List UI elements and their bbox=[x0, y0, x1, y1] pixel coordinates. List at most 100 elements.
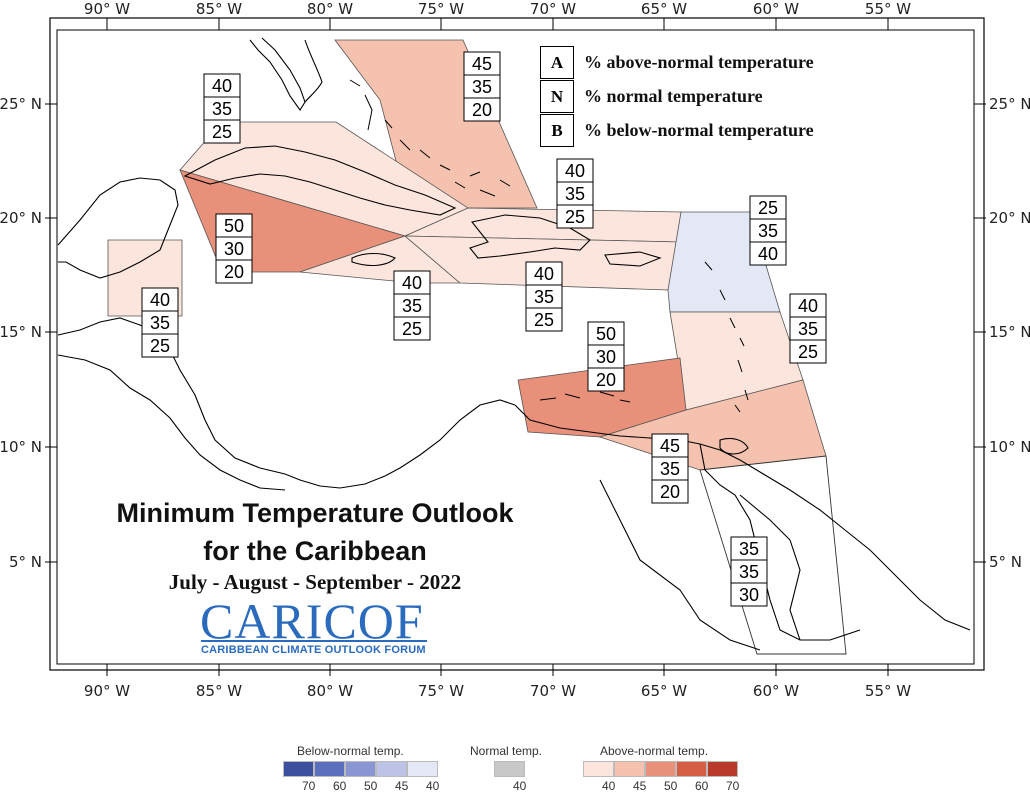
prob-value: 30 bbox=[596, 347, 616, 367]
prob-value: 35 bbox=[660, 459, 680, 479]
prob-cell bbox=[730, 582, 768, 607]
lon-label: 55° W bbox=[865, 682, 911, 700]
lat-label: 5° N bbox=[9, 553, 42, 571]
lat-label: 10° N bbox=[0, 438, 42, 456]
prob-cell bbox=[556, 204, 594, 229]
legend-normal-value: 40 bbox=[513, 779, 527, 793]
lat-label: 20° N bbox=[0, 209, 42, 227]
prob-box-leeward-islands: 25 35 40 bbox=[749, 195, 787, 266]
caricof-logo: CARICOF bbox=[200, 593, 424, 649]
prob-value: 35 bbox=[798, 319, 818, 339]
lat-labels-right: 25° N 20° N 15° N 10° N 5° N bbox=[989, 95, 1030, 571]
prob-box-cayman-jamaica-sea: 50 30 20 bbox=[215, 213, 253, 284]
prob-value: 35 bbox=[402, 296, 422, 316]
lon-label: 65° W bbox=[641, 0, 687, 18]
prob-box-jamaica: 40 35 25 bbox=[393, 270, 431, 341]
prob-value: 25 bbox=[150, 336, 170, 356]
lon-label: 75° W bbox=[418, 0, 464, 18]
prob-cell bbox=[215, 259, 253, 284]
lon-label: 55° W bbox=[865, 0, 911, 18]
lat-label: 5° N bbox=[989, 553, 1022, 571]
prob-value: 25 bbox=[798, 342, 818, 362]
legend-above-value: 45 bbox=[633, 779, 647, 793]
key-letter-n: N bbox=[540, 80, 574, 113]
lon-label: 60° W bbox=[753, 0, 799, 18]
lon-label: 65° W bbox=[641, 682, 687, 700]
prob-value: 25 bbox=[402, 319, 422, 339]
legend-normal-swatch bbox=[494, 761, 525, 777]
lat-label: 10° N bbox=[989, 438, 1030, 456]
map-title-line2: for the Caribbean bbox=[203, 536, 427, 566]
prob-value: 50 bbox=[224, 216, 244, 236]
lon-label: 70° W bbox=[530, 0, 576, 18]
key-row-normal: N % normal temperature bbox=[540, 80, 763, 113]
prob-cell bbox=[749, 241, 787, 266]
prob-box-guianas: 35 35 30 bbox=[730, 536, 768, 607]
key-text-below: % below-normal temperature bbox=[584, 120, 814, 140]
lon-label: 80° W bbox=[307, 682, 353, 700]
legend-below-title: Below-normal temp. bbox=[297, 744, 404, 758]
prob-box-windward-islands: 40 35 25 bbox=[789, 293, 827, 364]
lon-label: 90° W bbox=[84, 682, 130, 700]
prob-value: 35 bbox=[150, 313, 170, 333]
prob-value: 40 bbox=[534, 264, 554, 284]
legend-below-swatch bbox=[314, 761, 345, 777]
axis-ticks bbox=[45, 18, 986, 676]
key-row-above: A % above-normal temperature bbox=[540, 46, 814, 79]
lon-labels-bottom: 90° W 85° W 80° W 75° W 70° W 65° W 60° … bbox=[84, 682, 911, 700]
prob-cell bbox=[651, 479, 689, 504]
prob-value: 35 bbox=[534, 287, 554, 307]
prob-value: 20 bbox=[596, 370, 616, 390]
key-text-above: % above-normal temperature bbox=[584, 52, 814, 72]
lat-label: 25° N bbox=[989, 95, 1030, 113]
prob-cell bbox=[525, 307, 563, 332]
prob-value: 25 bbox=[565, 207, 585, 227]
legend-normal-title: Normal temp. bbox=[470, 744, 543, 758]
prob-value: 30 bbox=[224, 239, 244, 259]
lon-label: 60° W bbox=[753, 682, 799, 700]
caricof-logo-subtitle: CARIBBEAN CLIMATE OUTLOOK FORUM bbox=[201, 644, 426, 656]
legend-below-value: 45 bbox=[395, 779, 409, 793]
lon-label: 70° W bbox=[530, 682, 576, 700]
prob-value: 35 bbox=[212, 99, 232, 119]
legend-below-value: 60 bbox=[333, 779, 347, 793]
prob-value: 35 bbox=[739, 562, 759, 582]
prob-value: 50 bbox=[596, 324, 616, 344]
legend-above-swatch bbox=[583, 761, 614, 777]
prob-value: 25 bbox=[534, 310, 554, 330]
prob-cell bbox=[393, 316, 431, 341]
map-period: July - August - September - 2022 bbox=[168, 570, 462, 594]
prob-value: 40 bbox=[758, 244, 778, 264]
key-letter-a: A bbox=[540, 46, 574, 79]
logo-underline bbox=[201, 640, 427, 642]
small-islands bbox=[349, 79, 749, 413]
legend-above-value: 40 bbox=[602, 779, 616, 793]
prob-box-belize: 40 35 25 bbox=[141, 287, 179, 358]
prob-box-hispaniola-puerto-rico: 40 35 25 bbox=[525, 261, 563, 332]
lat-label: 20° N bbox=[989, 209, 1030, 227]
prob-value: 35 bbox=[565, 184, 585, 204]
key-row-below: B % below-normal temperature bbox=[540, 114, 814, 147]
legend-above-swatch bbox=[676, 761, 707, 777]
prob-cell bbox=[587, 367, 625, 392]
prob-value: 40 bbox=[150, 290, 170, 310]
legend-below-swatch bbox=[376, 761, 407, 777]
legend-above-title: Above-normal temp. bbox=[600, 744, 709, 758]
lon-label: 85° W bbox=[196, 0, 242, 18]
legend-above-swatch bbox=[614, 761, 645, 777]
legend-above-value: 60 bbox=[695, 779, 709, 793]
lat-label: 25° N bbox=[0, 95, 42, 113]
legend-above-swatch bbox=[707, 761, 738, 777]
lat-labels-left: 25° N 20° N 15° N 10° N 5° N bbox=[0, 95, 42, 571]
prob-value: 35 bbox=[472, 77, 492, 97]
lon-labels-top: 90° W 85° W 80° W 75° W 70° W 65° W 60° … bbox=[84, 0, 911, 18]
legend-below-value: 70 bbox=[302, 779, 316, 793]
prob-cell bbox=[463, 97, 501, 122]
legend-below-value: 50 bbox=[364, 779, 378, 793]
lat-label: 15° N bbox=[0, 323, 42, 341]
probability-boxes: 45 35 20 40 35 25 50 30 20 40 35 25 40 35 25 40 35 25 40 35… bbox=[141, 51, 827, 607]
legend-below-swatch bbox=[345, 761, 376, 777]
prob-value: 30 bbox=[739, 585, 759, 605]
prob-value: 25 bbox=[212, 122, 232, 142]
